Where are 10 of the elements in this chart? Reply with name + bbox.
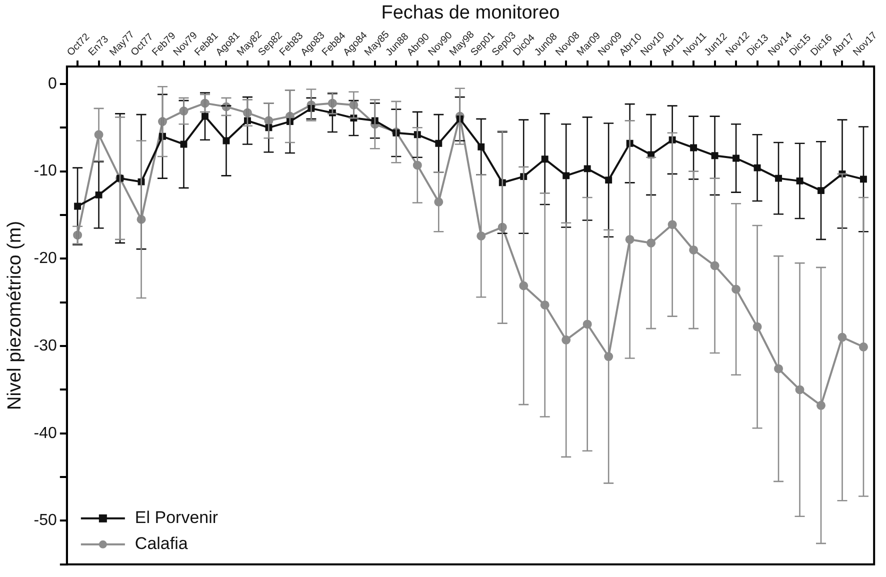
- legend-label: El Porvenir: [134, 508, 218, 528]
- y-tick-label: 0: [48, 75, 58, 92]
- y-tick-label: -40: [34, 424, 58, 442]
- y-tick-label: -30: [34, 337, 58, 354]
- y-tick-label: -50: [34, 512, 58, 530]
- y-axis-title: Nivel piezométrico (m): [4, 220, 26, 410]
- y-tick-label: -10: [34, 162, 58, 180]
- x-axis-title: Fechas de monitoreo: [381, 2, 560, 24]
- y-tick-label: -20: [34, 250, 58, 268]
- legend-label: Calafia: [134, 534, 188, 554]
